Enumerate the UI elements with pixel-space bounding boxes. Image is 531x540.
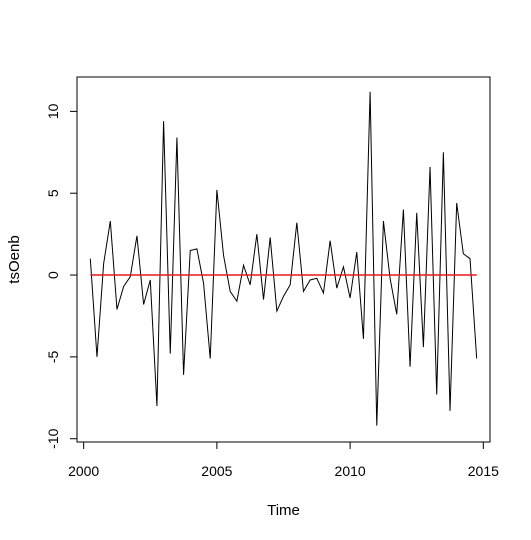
x-tick-label: 2000 <box>68 463 99 479</box>
x-tick-label: 2010 <box>335 463 366 479</box>
series-line <box>89 91 478 426</box>
y-tick-label: 10 <box>45 103 61 119</box>
y-tick-label: 5 <box>45 189 61 197</box>
x-tick-label: 2015 <box>468 463 499 479</box>
y-tick-label: 0 <box>45 271 61 279</box>
x-tick-label: 2005 <box>201 463 232 479</box>
y-axis-title: tsOenb <box>6 235 23 283</box>
y-axis: -10 -5 0 5 10 <box>45 103 78 449</box>
y-tick-label: -10 <box>45 428 61 448</box>
x-axis-title: Time <box>267 502 300 519</box>
x-axis: 2000 2005 2010 2015 <box>68 441 499 479</box>
y-tick-label: -5 <box>45 350 61 363</box>
series-layer <box>89 91 478 426</box>
